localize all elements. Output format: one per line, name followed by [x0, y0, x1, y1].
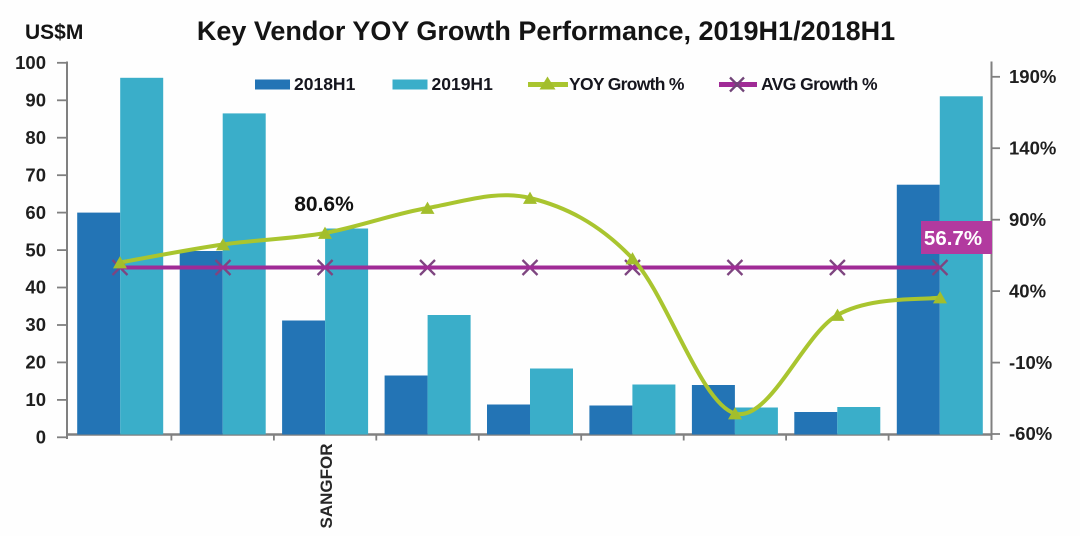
- svg-text:190%: 190%: [1009, 66, 1056, 87]
- svg-text:70: 70: [25, 164, 46, 185]
- svg-text:40: 40: [25, 277, 46, 298]
- svg-text:2018H1: 2018H1: [294, 74, 356, 94]
- svg-text:2019H1: 2019H1: [432, 74, 494, 94]
- svg-text:-60%: -60%: [1009, 423, 1052, 444]
- svg-text:YOY Growth %: YOY Growth %: [569, 74, 685, 94]
- svg-text:80: 80: [25, 127, 46, 148]
- svg-text:90%: 90%: [1009, 209, 1046, 230]
- svg-text:50: 50: [25, 239, 46, 260]
- svg-text:0: 0: [36, 427, 46, 448]
- svg-text:30: 30: [25, 314, 46, 335]
- svg-text:56.7%: 56.7%: [924, 227, 982, 250]
- svg-text:60: 60: [25, 202, 46, 223]
- svg-text:90: 90: [25, 90, 46, 111]
- svg-text:US$M: US$M: [25, 21, 83, 44]
- svg-text:40%: 40%: [1009, 280, 1046, 301]
- svg-text:SANGFOR: SANGFOR: [317, 444, 336, 529]
- svg-text:80.6%: 80.6%: [294, 193, 354, 216]
- svg-text:100: 100: [15, 52, 46, 73]
- svg-text:-10%: -10%: [1009, 352, 1052, 373]
- svg-text:140%: 140%: [1009, 137, 1056, 158]
- svg-text:10: 10: [25, 389, 46, 410]
- svg-text:AVG Growth %: AVG Growth %: [761, 74, 878, 94]
- svg-text:20: 20: [25, 352, 46, 373]
- svg-text:Key Vendor YOY Growth Performa: Key Vendor YOY Growth Performance, 2019H…: [197, 16, 895, 46]
